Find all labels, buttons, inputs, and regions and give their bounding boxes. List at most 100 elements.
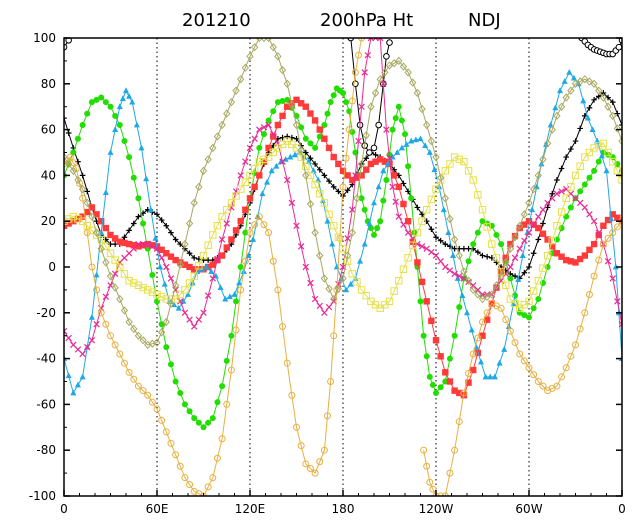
data-point [316,302,323,310]
data-point [143,175,150,182]
data-point [213,222,222,230]
title-left: 201210 [182,10,251,31]
data-point [374,225,381,232]
data-point [441,194,449,203]
x-tick-label: 120E [235,502,266,516]
data-point [491,373,498,380]
data-point [138,144,145,151]
data-point [456,272,463,280]
data-point [595,256,603,264]
data-point [265,117,272,124]
data-point [297,100,305,107]
data-point [64,159,73,169]
data-point [327,99,334,106]
data-point [116,122,123,129]
data-point [302,162,310,170]
data-point [395,103,402,110]
data-point [418,278,426,286]
data-point [343,99,350,106]
data-point [521,237,528,244]
data-point [102,293,110,300]
data-point [176,462,184,470]
data-point [107,103,114,110]
data-point [102,320,110,328]
data-point [535,213,542,220]
data-point [395,56,403,66]
data-point [483,309,491,317]
chart-title: 201210 200hPa Ht NDJ [182,10,501,31]
series-line-group [64,137,622,312]
data-point [451,387,458,394]
data-point [398,117,405,124]
data-point [395,277,403,285]
data-point [487,373,494,380]
data-point [121,234,128,241]
data-point [287,153,294,160]
data-point [502,281,510,290]
data-point [134,281,143,290]
data-point [181,401,188,408]
data-point [204,292,212,299]
data-point [172,256,179,264]
data-point [158,217,165,223]
data-point [102,99,109,106]
data-point [376,38,384,42]
data-point [181,309,189,317]
data-point [383,126,390,133]
data-point [70,389,77,396]
data-point [609,111,617,121]
data-point [181,474,189,482]
data-point [232,326,240,334]
data-point [130,375,138,383]
data-point [590,79,598,88]
data-point [451,446,459,454]
data-point [549,243,556,250]
data-point [371,199,377,206]
data-point [84,208,91,216]
data-point [284,133,290,140]
data-point [273,162,280,169]
data-point [345,126,353,134]
data-point [348,228,356,237]
data-point [464,167,473,175]
y-tick-label: -20 [36,306,56,320]
data-point [613,223,621,231]
data-point [599,93,608,102]
data-point [585,290,593,298]
data-point [204,483,212,491]
data-point [129,98,136,105]
data-point [614,110,621,117]
data-point [506,327,514,335]
data-point [343,251,352,260]
data-point [585,77,594,86]
data-point [366,220,373,226]
data-point [237,75,245,84]
data-point [185,279,194,287]
data-point [521,269,528,276]
data-point [186,408,193,415]
data-point [581,181,588,188]
data-point [149,242,156,249]
data-point [297,146,305,155]
data-point [483,223,491,231]
data-point [562,194,570,203]
data-point [158,416,166,424]
data-point [497,272,505,281]
data-point [279,112,286,120]
data-point [199,251,208,260]
data-point [162,428,170,436]
data-point [311,117,319,124]
data-point [312,161,318,167]
data-point [139,240,147,248]
data-point [520,210,529,219]
data-point [599,240,607,248]
data-point [464,276,473,285]
data-point [352,80,359,88]
data-point [195,182,203,192]
data-point [418,104,426,114]
data-point [586,246,593,254]
data-point [581,309,589,317]
data-point [456,304,463,311]
data-point [139,283,147,292]
data-point [405,163,412,170]
